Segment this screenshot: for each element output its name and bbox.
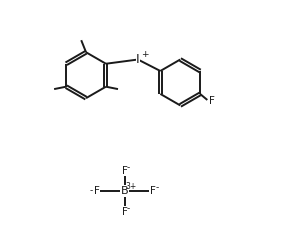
Text: B: B — [121, 186, 128, 196]
Text: F: F — [122, 207, 128, 217]
Text: -: - — [155, 183, 158, 192]
Text: F: F — [122, 165, 128, 176]
Text: F: F — [94, 186, 100, 196]
Text: +: + — [141, 50, 149, 59]
Text: -: - — [127, 163, 130, 172]
Text: I: I — [136, 53, 140, 66]
Text: -: - — [90, 186, 93, 195]
Text: F: F — [149, 186, 156, 196]
Text: -: - — [127, 204, 130, 213]
Text: 3+: 3+ — [125, 182, 137, 191]
Text: F: F — [209, 96, 215, 106]
